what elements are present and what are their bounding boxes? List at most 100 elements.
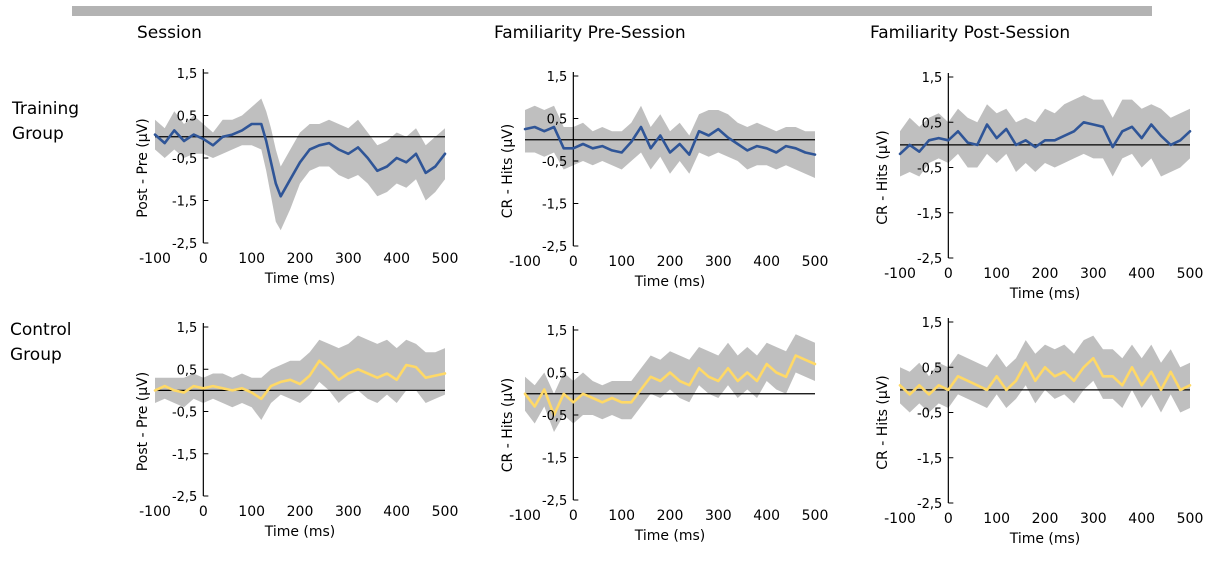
x-tick-label: 100 bbox=[608, 508, 635, 524]
chart-training-familiarity-post: 1,5 0,5 -0,5 -1,5 -2,5-100 0 100 200 300 400 500 Ti… bbox=[875, 71, 1203, 302]
row-label-training-line1: Training bbox=[12, 99, 80, 119]
x-tick-label: -100 bbox=[884, 511, 916, 527]
x-tick-label: 100 bbox=[238, 251, 265, 267]
column-title-familiarity-post: Familiarity Post-Session bbox=[870, 23, 1071, 43]
x-tick-label: 500 bbox=[432, 504, 459, 520]
x-tick-label: 200 bbox=[1032, 266, 1059, 282]
x-tick-label: 0 bbox=[944, 266, 953, 282]
y-tick-label: -2,5 bbox=[542, 240, 567, 255]
series-line bbox=[153, 122, 447, 198]
x-tick-label: 500 bbox=[432, 251, 459, 267]
x-tick-label: 0 bbox=[569, 254, 578, 270]
x-axis-title: Time (ms) bbox=[264, 524, 336, 540]
series-line bbox=[898, 356, 1192, 396]
confidence-band bbox=[900, 95, 1190, 177]
x-tick-label: 500 bbox=[1177, 511, 1204, 527]
x-tick-label: 400 bbox=[1128, 266, 1155, 282]
row-label-training: Training Group bbox=[12, 97, 79, 147]
y-tick-label: -2,5 bbox=[172, 490, 197, 505]
x-tick-label: 400 bbox=[383, 504, 410, 520]
x-tick-label: -100 bbox=[139, 504, 171, 520]
y-tick-label: 1,5 bbox=[922, 316, 943, 331]
y-tick-label: 0,5 bbox=[177, 110, 198, 125]
x-tick-label: 500 bbox=[802, 254, 829, 270]
x-tick-label: 300 bbox=[705, 508, 732, 524]
row-label-training-line2: Group bbox=[12, 124, 64, 144]
x-tick-label: 0 bbox=[569, 508, 578, 524]
y-tick-label: 1,5 bbox=[922, 71, 943, 86]
y-tick-label: 1,5 bbox=[177, 67, 198, 82]
x-tick-label: 0 bbox=[199, 504, 208, 520]
series-line bbox=[153, 359, 447, 401]
y-tick-label: -0,5 bbox=[172, 406, 197, 421]
x-tick-label: -100 bbox=[509, 508, 541, 524]
x-tick-label: 200 bbox=[657, 508, 684, 524]
y-tick-label: 0,5 bbox=[922, 361, 943, 376]
y-axis-title: CR - Hits (µV) bbox=[500, 124, 516, 219]
x-tick-label: 0 bbox=[944, 511, 953, 527]
row-label-control-line2: Group bbox=[10, 345, 62, 365]
y-tick-label: 0,5 bbox=[547, 367, 568, 382]
y-tick-label: -0,5 bbox=[917, 407, 942, 422]
header-bar bbox=[72, 6, 1152, 16]
row-label-control-line1: Control bbox=[10, 320, 72, 340]
y-tick-label: -0,5 bbox=[542, 409, 567, 424]
confidence-band bbox=[525, 334, 815, 432]
x-axis-title: Time (ms) bbox=[1009, 286, 1081, 302]
y-tick-label: -2,5 bbox=[172, 237, 197, 252]
x-axis-title: Time (ms) bbox=[634, 274, 706, 290]
y-tick-label: -1,5 bbox=[172, 195, 197, 210]
y-tick-label: -1,5 bbox=[172, 448, 197, 463]
y-tick-label: -1,5 bbox=[917, 207, 942, 222]
x-tick-label: 300 bbox=[705, 254, 732, 270]
x-axis-title: Time (ms) bbox=[634, 528, 706, 544]
series-line bbox=[523, 354, 817, 417]
y-tick-label: 0,5 bbox=[547, 113, 568, 128]
x-tick-label: 100 bbox=[983, 511, 1010, 527]
x-tick-label: 100 bbox=[983, 266, 1010, 282]
y-tick-label: 1,5 bbox=[177, 321, 198, 336]
x-tick-label: 400 bbox=[753, 508, 780, 524]
x-tick-label: -100 bbox=[884, 266, 916, 282]
y-tick-label: -0,5 bbox=[172, 152, 197, 167]
chart-training-session: 1,5 0,5 -0,5 -1,5 -2,5-100 0 100 200 300 400 500 Ti… bbox=[135, 67, 459, 287]
confidence-band bbox=[155, 335, 445, 420]
y-tick-label: -1,5 bbox=[917, 452, 942, 467]
column-title-session: Session bbox=[137, 23, 202, 43]
chart-control-session: 1,5 0,5 -0,5 -1,5 -2,5-100 0 100 200 300 400 500 Ti… bbox=[135, 321, 459, 540]
y-tick-label: -0,5 bbox=[542, 155, 567, 170]
y-tick-label: -2,5 bbox=[542, 494, 567, 509]
y-tick-label: 1,5 bbox=[547, 324, 568, 339]
x-tick-label: 300 bbox=[1080, 266, 1107, 282]
x-tick-label: -100 bbox=[509, 254, 541, 270]
y-tick-label: -2,5 bbox=[917, 252, 942, 267]
confidence-band bbox=[525, 105, 815, 178]
x-tick-label: 400 bbox=[1128, 511, 1155, 527]
y-axis-title: CR - Hits (µV) bbox=[500, 378, 516, 473]
y-tick-label: 0,5 bbox=[922, 116, 943, 131]
x-tick-label: 200 bbox=[287, 251, 314, 267]
x-tick-label: 400 bbox=[753, 254, 780, 270]
x-axis-title: Time (ms) bbox=[1009, 531, 1081, 547]
x-tick-label: 100 bbox=[238, 504, 265, 520]
y-tick-label: -1,5 bbox=[542, 198, 567, 213]
x-axis-title: Time (ms) bbox=[264, 271, 336, 287]
x-tick-label: 200 bbox=[287, 504, 314, 520]
column-title-familiarity-pre: Familiarity Pre-Session bbox=[494, 23, 686, 43]
y-axis-title: CR - Hits (µV) bbox=[875, 375, 891, 470]
x-tick-label: 400 bbox=[383, 251, 410, 267]
x-tick-label: 200 bbox=[1032, 511, 1059, 527]
x-tick-label: 200 bbox=[657, 254, 684, 270]
confidence-band bbox=[900, 335, 1190, 413]
x-tick-label: -100 bbox=[139, 251, 171, 267]
x-tick-label: 300 bbox=[335, 504, 362, 520]
x-tick-label: 300 bbox=[1080, 511, 1107, 527]
x-tick-label: 500 bbox=[802, 508, 829, 524]
y-tick-label: -2,5 bbox=[917, 497, 942, 512]
y-axis-title: CR - Hits (µV) bbox=[875, 130, 891, 225]
row-label-control: Control Group bbox=[10, 318, 71, 368]
series-line bbox=[523, 125, 817, 156]
y-tick-label: -1,5 bbox=[542, 452, 567, 467]
y-axis-title: Post - Pre (µV) bbox=[135, 118, 151, 217]
